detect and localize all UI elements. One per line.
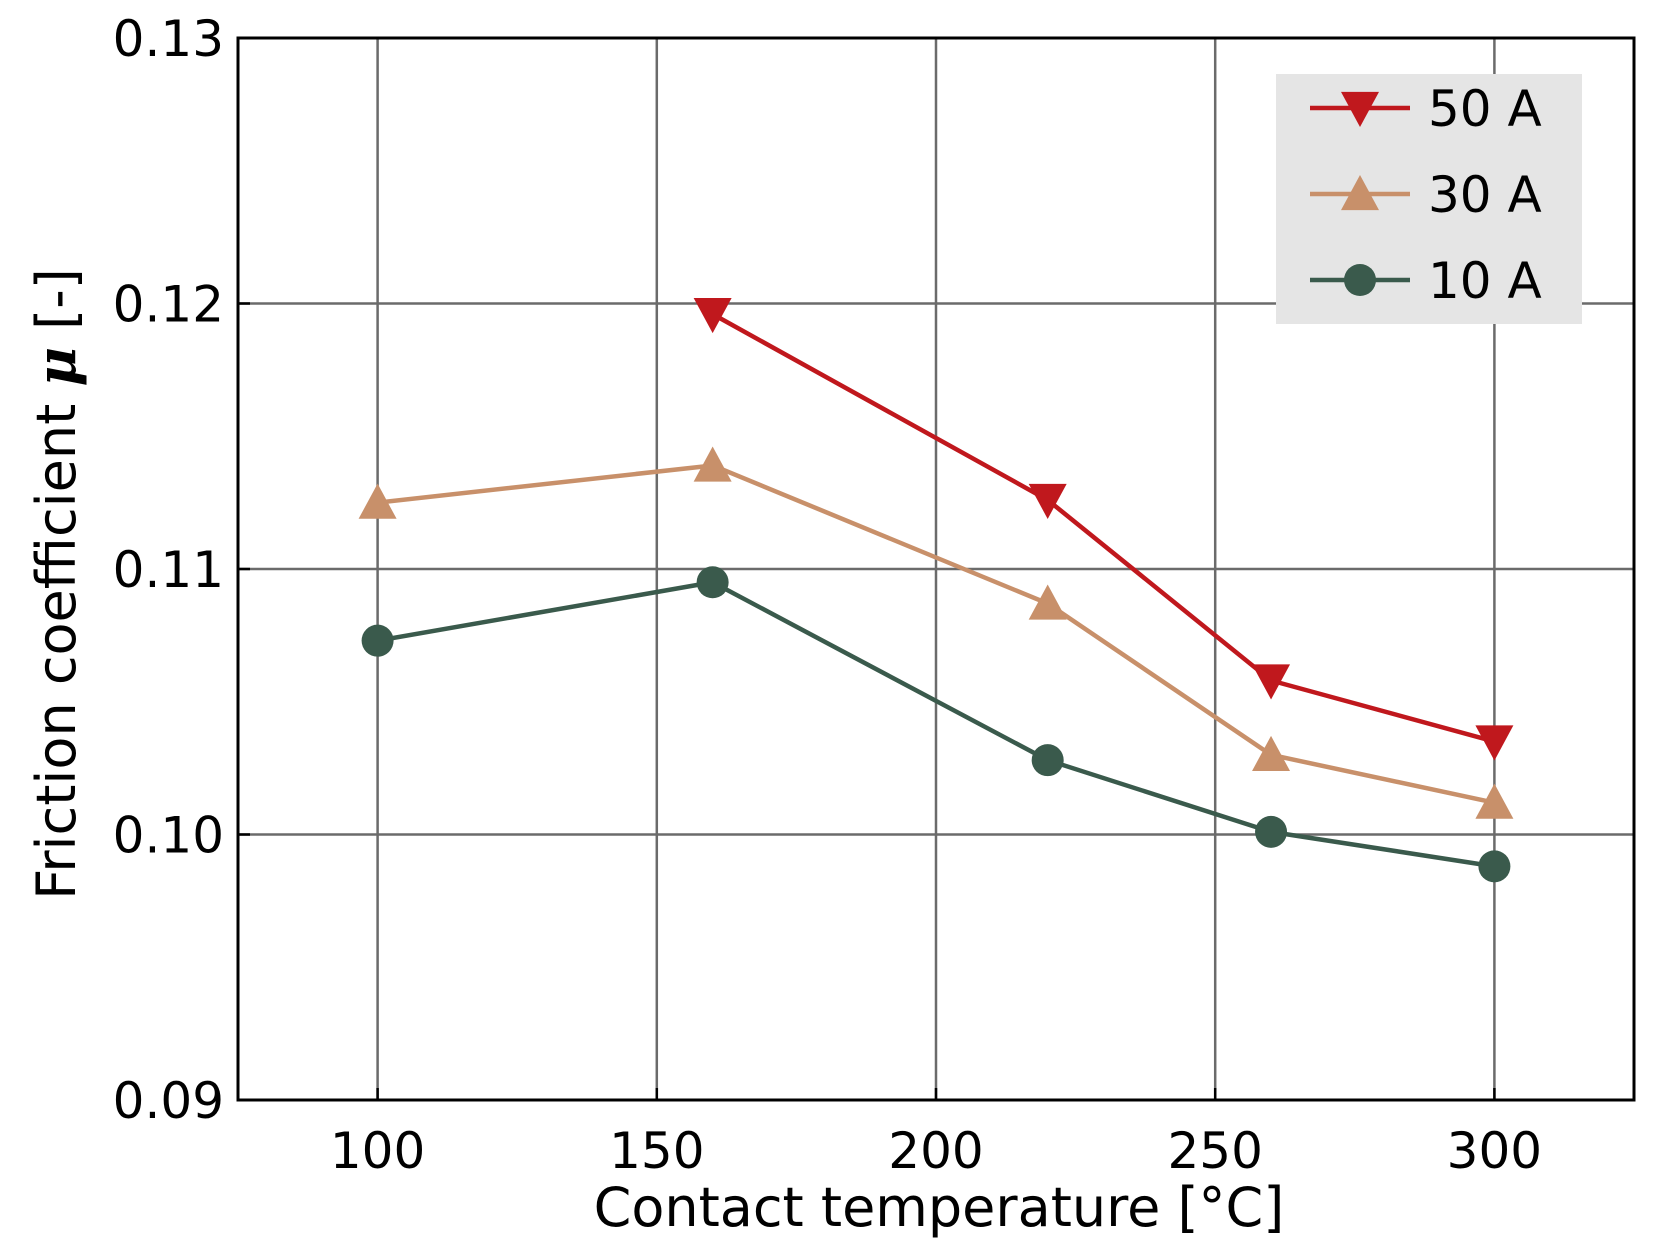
x-tick-label: 250 bbox=[1167, 1122, 1262, 1180]
legend-marker-50a bbox=[1341, 91, 1379, 127]
data-point-30a bbox=[1252, 735, 1291, 771]
y-axis-title-suffix: [-] bbox=[25, 268, 88, 347]
data-point-30a bbox=[358, 483, 397, 519]
x-tick-label: 300 bbox=[1447, 1122, 1542, 1180]
x-tick-label: 200 bbox=[888, 1122, 983, 1180]
data-point-10a bbox=[696, 566, 729, 599]
legend-marker-30a bbox=[1341, 175, 1379, 211]
data-point-30a bbox=[1028, 584, 1067, 620]
y-tick-label: 0.09 bbox=[113, 1072, 224, 1130]
data-point-10a bbox=[1478, 850, 1511, 883]
legend: 50 A 30 A 10 A bbox=[1276, 74, 1582, 324]
data-point-30a bbox=[693, 446, 732, 482]
legend-marker-10a bbox=[1344, 264, 1376, 296]
y-axis-title: Friction coefficient μ [-] bbox=[24, 268, 88, 900]
series-30a bbox=[358, 446, 1514, 819]
series-layer bbox=[358, 297, 1514, 883]
legend-box bbox=[1276, 74, 1582, 324]
ticks: 100 150 200 250 300 0.09 0.10 0.11 0.12 0.13 bbox=[113, 10, 1542, 1180]
legend-label-50a: 50 A bbox=[1428, 80, 1542, 138]
data-point-10a bbox=[1255, 815, 1288, 848]
legend-entry-30a: 30 A bbox=[1310, 166, 1542, 224]
data-point-30a bbox=[1475, 783, 1514, 819]
data-point-50a bbox=[1028, 483, 1067, 519]
legend-label-10a: 10 A bbox=[1428, 252, 1542, 310]
series-50a bbox=[693, 297, 1514, 761]
data-point-10a bbox=[1031, 744, 1064, 777]
y-tick-label: 0.12 bbox=[113, 276, 224, 334]
data-point-50a bbox=[1252, 664, 1291, 700]
x-tick-label: 150 bbox=[609, 1122, 704, 1180]
data-point-50a bbox=[693, 297, 732, 334]
y-tick-label: 0.13 bbox=[113, 10, 224, 68]
y-tick-label: 0.10 bbox=[113, 807, 224, 865]
data-point-50a bbox=[1475, 725, 1514, 761]
series-10a bbox=[361, 566, 1511, 883]
y-axis-title-prefix: Friction coefficient bbox=[25, 387, 88, 900]
x-axis-title: Contact temperature [°C] bbox=[594, 1176, 1285, 1239]
legend-entry-50a: 50 A bbox=[1310, 80, 1542, 138]
y-axis-title-symbol: μ bbox=[24, 347, 88, 387]
legend-entry-10a: 10 A bbox=[1310, 252, 1542, 310]
x-tick-label: 100 bbox=[330, 1122, 425, 1180]
data-point-10a bbox=[361, 624, 394, 657]
legend-label-30a: 30 A bbox=[1428, 166, 1542, 224]
y-tick-label: 0.11 bbox=[113, 541, 224, 599]
series-line-50a bbox=[711, 312, 1495, 744]
